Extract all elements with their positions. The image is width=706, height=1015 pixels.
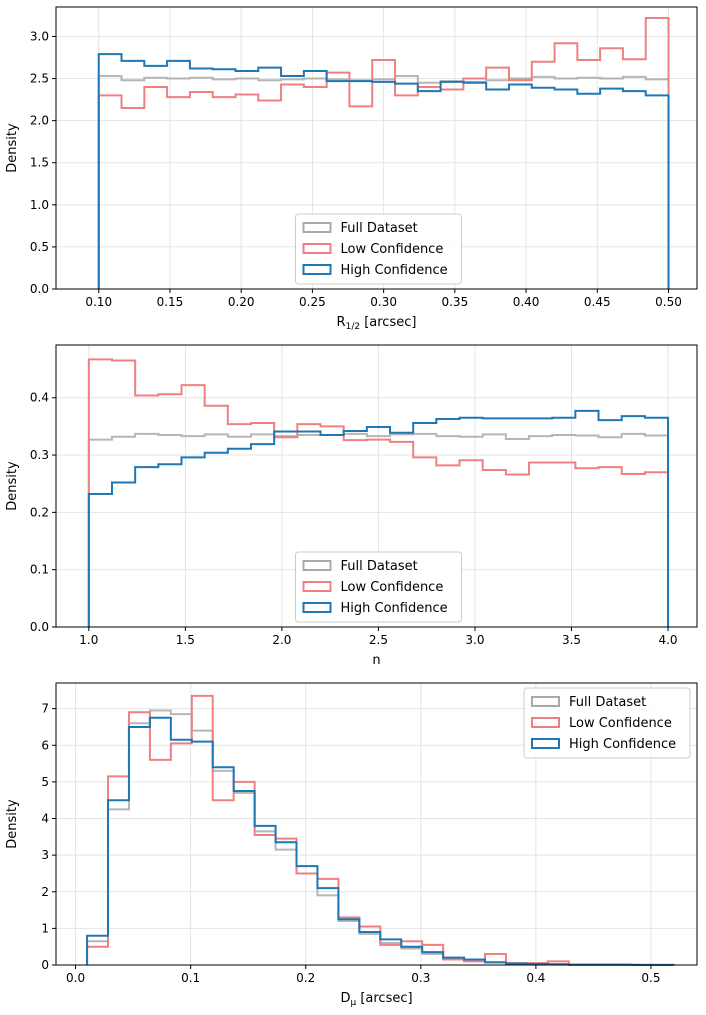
y-tick-label: 6: [41, 738, 49, 752]
series-full-dataset-step: [97, 75, 670, 289]
x-tick-label: 0.30: [370, 295, 397, 309]
x-tick-label: 2.5: [369, 633, 388, 647]
legend-swatch-low: [531, 717, 560, 728]
y-tick-label: 2: [41, 885, 49, 899]
series-low-confidence-step: [87, 358, 670, 627]
x-axis-title-main: D: [340, 991, 350, 1006]
legend: Full Dataset Low Confidence High Confidenc…: [295, 213, 462, 285]
x-tick-label: 1.0: [79, 633, 98, 647]
legend-swatch-full: [302, 560, 332, 571]
x-axis-title: R1/2 [arcsec]: [337, 315, 417, 332]
y-tick-label: 0.4: [30, 391, 49, 405]
x-tick-label: 0.40: [513, 295, 540, 309]
y-tick-label: 1.0: [30, 198, 49, 212]
legend-label-low: Low Confidence: [341, 242, 444, 257]
legend-label-full: Full Dataset: [341, 559, 418, 574]
legend-box: [295, 551, 462, 623]
y-axis-title: Density: [5, 123, 20, 173]
legend-swatch-low: [302, 243, 332, 254]
x-tick-label: 0.45: [584, 295, 611, 309]
x-tick-label: 0.2: [296, 971, 315, 985]
series-low-confidence-step: [97, 16, 670, 289]
axes-frame: [55, 344, 698, 628]
x-tick-label: 0.50: [655, 295, 682, 309]
legend-swatch-full: [302, 222, 332, 233]
legend-swatch-high: [531, 738, 560, 749]
legend-label-full: Full Dataset: [341, 221, 418, 236]
series-high-confidence-step: [87, 409, 670, 627]
y-tick-label: 0.3: [30, 448, 49, 462]
x-tick-label: 0.4: [526, 971, 545, 985]
y-tick-label: 5: [41, 775, 49, 789]
y-tick-label: 3.0: [30, 29, 49, 43]
series-high-confidence-step: [86, 716, 675, 966]
legend-swatch-high: [302, 602, 332, 613]
y-axis-title: Density: [5, 799, 20, 849]
x-tick-label: 0.15: [157, 295, 184, 309]
x-tick-label: 4.0: [658, 633, 677, 647]
y-tick-label: 0.0: [30, 620, 49, 634]
legend-box: [295, 213, 462, 285]
y-tick-label: 0.0: [30, 282, 49, 296]
legend-label-low: Low Confidence: [341, 580, 444, 595]
y-tick-label: 0: [41, 958, 49, 972]
x-tick-label: 0.10: [85, 295, 112, 309]
legend: Full Dataset Low Confidence High Confidenc…: [295, 551, 462, 623]
y-tick-label: 2.5: [30, 72, 49, 86]
y-tick-label: 2.0: [30, 114, 49, 128]
y-tick-label: 0.1: [30, 563, 49, 577]
x-axis-title-suffix: [arcsec]: [360, 315, 416, 330]
x-tick-label: 0.3: [411, 971, 430, 985]
x-axis-title: Dμ [arcsec]: [340, 991, 412, 1008]
legend-label-full: Full Dataset: [569, 695, 646, 710]
x-tick-label: 3.0: [465, 633, 484, 647]
chart-panel-1: 0.10 0.15 0.20 0.25 0.30 0.35 0.40 0.45 0.50 0.0 0…: [5, 6, 698, 332]
x-axis-title-suffix: [arcsec]: [356, 991, 412, 1006]
legend-label-low: Low Confidence: [569, 716, 672, 731]
legend-swatch-high: [302, 264, 332, 275]
x-axis-title-sub: μ: [350, 998, 356, 1008]
legend-swatch-low: [302, 581, 332, 592]
x-tick-label: 0.1: [181, 971, 200, 985]
y-tick-label: 7: [41, 702, 49, 716]
y-tick-label: 1.5: [30, 156, 49, 170]
legend-label-high: High Confidence: [569, 737, 676, 752]
y-tick-label: 4: [41, 812, 49, 826]
x-tick-label: 0.25: [299, 295, 326, 309]
x-axis-title-main: n: [372, 653, 380, 668]
y-tick-label: 0.5: [30, 240, 49, 254]
axes-frame: [55, 682, 698, 966]
axes-frame: [55, 6, 698, 290]
x-tick-label: 2.0: [272, 633, 291, 647]
x-tick-label: 0.5: [641, 971, 660, 985]
x-tick-label: 0.35: [441, 295, 468, 309]
legend-label-high: High Confidence: [341, 263, 448, 278]
y-tick-label: 3: [41, 848, 49, 862]
y-axis-title: Density: [5, 461, 20, 511]
x-axis-title-sub: 1/2: [346, 322, 360, 332]
x-tick-label: 1.5: [176, 633, 195, 647]
x-tick-label: 3.5: [562, 633, 581, 647]
x-tick-label: 0.0: [66, 971, 85, 985]
x-axis-title-main: R: [337, 315, 346, 330]
series-full-dataset-step: [87, 432, 670, 627]
legend-swatch-full: [531, 696, 560, 707]
series-high-confidence-step: [97, 53, 670, 289]
y-tick-label: 1: [41, 921, 49, 935]
legend: Full Dataset Low Confidence High Confidenc…: [523, 687, 691, 759]
y-tick-label: 0.2: [30, 505, 49, 519]
x-tick-label: 0.20: [228, 295, 255, 309]
legend-label-high: High Confidence: [341, 601, 448, 616]
x-axis-title: n: [372, 653, 380, 668]
legend-box: [523, 687, 691, 759]
chart-panel-2: 1.0 1.5 2.0 2.5 3.0 3.5 4.0 0.0 0.1 0.2 0.3 0.4 n Den…: [5, 344, 698, 668]
chart-panel-3: 0.0 0.1 0.2 0.3 0.4 0.5 0 1 2 3 4 5 6 7 Dμ [arcsec] Den…: [5, 682, 698, 1008]
